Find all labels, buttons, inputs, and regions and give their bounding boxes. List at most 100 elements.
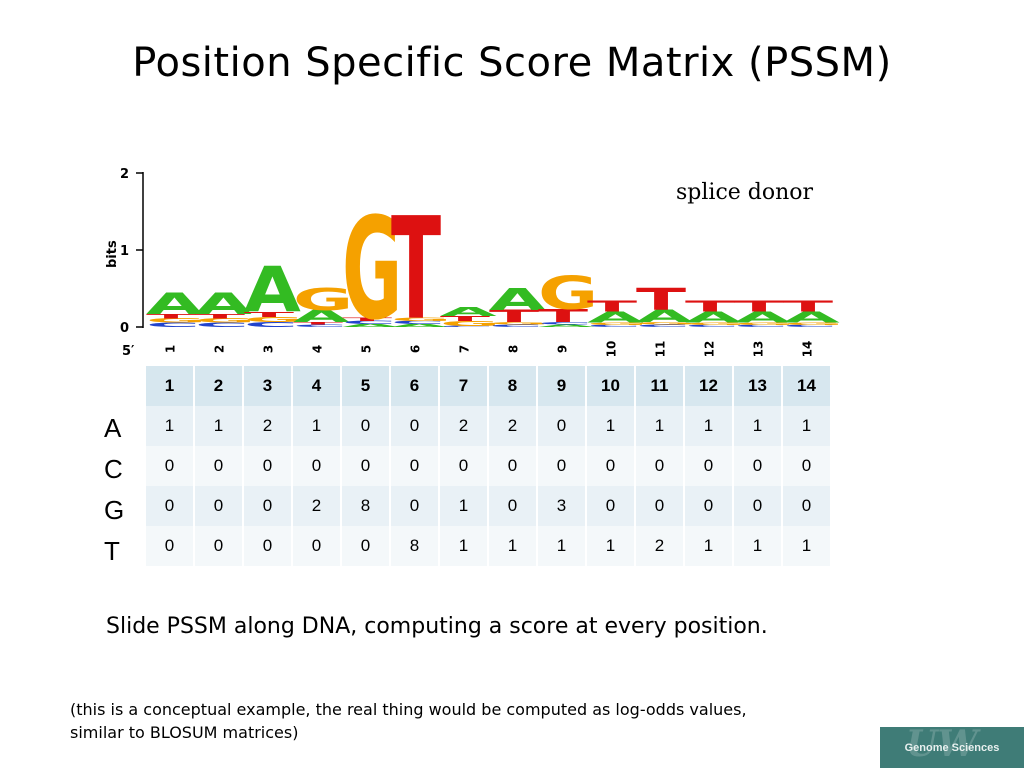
logo-letter-g: G bbox=[391, 317, 451, 322]
column-header: 1 bbox=[146, 366, 193, 406]
table-cell: 2 bbox=[440, 406, 487, 446]
table-cell: 3 bbox=[538, 486, 585, 526]
logo-caption: splice donor bbox=[676, 180, 814, 205]
logo-letter-a: A bbox=[342, 323, 399, 328]
logo-letter-t: T bbox=[783, 297, 833, 315]
logo-letter-c: C bbox=[293, 324, 347, 328]
logo-letter-a: A bbox=[244, 255, 301, 328]
column-header: 4 bbox=[293, 366, 340, 406]
logo-letter-g: G bbox=[244, 316, 304, 324]
logo-letter-c: C bbox=[342, 320, 396, 325]
logo-letter-c: C bbox=[685, 324, 739, 328]
table-cell: 0 bbox=[244, 446, 291, 486]
table-cell: 1 bbox=[685, 526, 732, 566]
logo-letter-t: T bbox=[391, 189, 441, 352]
table-cell: 0 bbox=[146, 486, 193, 526]
table-cell: 8 bbox=[342, 486, 389, 526]
footnote: (this is a conceptual example, the real … bbox=[70, 698, 870, 744]
pssm-row-labels: A C G T bbox=[104, 407, 124, 571]
logo-letter-c: C bbox=[538, 321, 592, 325]
logo-axes: 2 1 0 bits 5′ bbox=[105, 167, 144, 359]
logo-letter-g: G bbox=[685, 322, 745, 326]
pssm-row-t: 0 0 0 0 0 8 1 1 1 1 2 1 1 1 bbox=[146, 526, 830, 566]
table-cell: 2 bbox=[489, 406, 536, 446]
column-header: 5 bbox=[342, 366, 389, 406]
table-cell: 1 bbox=[538, 526, 585, 566]
logo-letter-t: T bbox=[734, 297, 784, 315]
logo-letter-g: G bbox=[293, 282, 353, 317]
logo-letter-g: G bbox=[342, 189, 402, 352]
logo-letter-t: T bbox=[440, 315, 491, 323]
row-label-t: T bbox=[104, 536, 120, 566]
logo-letter-a: A bbox=[440, 304, 497, 319]
y-axis-label: bits bbox=[105, 240, 120, 268]
logo-letter-t: T bbox=[244, 311, 295, 319]
logo-letter-g: G bbox=[587, 322, 647, 326]
logo-letter-a: A bbox=[685, 308, 742, 326]
logo-letter-g: G bbox=[146, 317, 206, 324]
logo-letter-t: T bbox=[489, 307, 540, 327]
table-cell: 2 bbox=[244, 406, 291, 446]
table-cell: 2 bbox=[636, 526, 683, 566]
logo-letter-a: A bbox=[538, 324, 595, 328]
table-cell: 1 bbox=[685, 406, 732, 446]
column-header: 9 bbox=[538, 366, 585, 406]
table-cell: 0 bbox=[342, 526, 389, 566]
logo-position-tick: 2 bbox=[213, 345, 227, 353]
table-cell: 8 bbox=[391, 526, 438, 566]
table-cell: 1 bbox=[146, 406, 193, 446]
row-label-a: A bbox=[104, 413, 122, 443]
column-header: 6 bbox=[391, 366, 438, 406]
table-cell: 0 bbox=[391, 406, 438, 446]
table-cell: 0 bbox=[587, 486, 634, 526]
slide-title: Position Specific Score Matrix (PSSM) bbox=[132, 40, 892, 86]
logo-letter-g: G bbox=[489, 322, 549, 326]
table-cell: 2 bbox=[293, 486, 340, 526]
pssm-row-g: 0 0 0 2 8 0 1 0 3 0 0 0 0 0 bbox=[146, 486, 830, 526]
logo-letter-t: T bbox=[195, 313, 246, 320]
table-cell: 1 bbox=[587, 406, 634, 446]
table-cell: 1 bbox=[195, 406, 242, 446]
row-label-g: G bbox=[104, 495, 125, 525]
logo-letter-c: C bbox=[195, 322, 249, 329]
table-cell: 1 bbox=[587, 526, 634, 566]
logo-letter-a: A bbox=[587, 308, 644, 326]
logo-position-tick: 8 bbox=[507, 345, 521, 353]
table-cell: 0 bbox=[783, 486, 830, 526]
pssm-table: 1 2 3 4 5 6 7 8 9 10 11 12 13 14 1 1 2 1… bbox=[144, 366, 832, 566]
logo-position-tick: 14 bbox=[801, 341, 815, 358]
logo-letter-t: T bbox=[636, 282, 686, 317]
table-cell: 0 bbox=[146, 446, 193, 486]
y-tick-2: 2 bbox=[120, 167, 129, 182]
logo-letter-t: T bbox=[293, 322, 344, 326]
table-cell: 0 bbox=[244, 486, 291, 526]
logo-letter-g: G bbox=[734, 322, 794, 326]
logo-letter-a: A bbox=[734, 308, 791, 326]
logo-position-tick: 11 bbox=[654, 341, 668, 358]
column-header: 2 bbox=[195, 366, 242, 406]
column-header: 13 bbox=[734, 366, 781, 406]
logo-letter-a: A bbox=[146, 287, 204, 322]
table-cell: 0 bbox=[587, 446, 634, 486]
table-cell: 1 bbox=[783, 526, 830, 566]
table-cell: 0 bbox=[636, 446, 683, 486]
logo-x-ticks: 1 2 3 4 5 6 7 8 9 10 11 12 13 14 bbox=[164, 341, 815, 358]
table-cell: 0 bbox=[538, 446, 585, 486]
logo-letter-stacks: CGTACGTACGTACTAGACTGACGTCGTACGTAACTGCGAT… bbox=[146, 189, 840, 352]
table-cell: 0 bbox=[146, 526, 193, 566]
logo-position-tick: 9 bbox=[556, 345, 570, 353]
logo-letter-g: G bbox=[636, 322, 696, 326]
pssm-row-c: 0 0 0 0 0 0 0 0 0 0 0 0 0 0 bbox=[146, 446, 830, 486]
logo-letter-g: G bbox=[440, 320, 500, 328]
logo-position-tick: 4 bbox=[311, 345, 325, 353]
table-cell: 0 bbox=[489, 486, 536, 526]
logo-position-tick: 1 bbox=[164, 345, 178, 353]
sequence-logo: 2 1 0 bits 5′ CGTACGTACGTACTAGACTGACGTCG… bbox=[105, 167, 840, 359]
logo-letter-c: C bbox=[783, 324, 837, 328]
table-cell: 1 bbox=[734, 406, 781, 446]
logo-position-tick: 13 bbox=[752, 341, 766, 358]
logo-letter-c: C bbox=[146, 322, 200, 329]
five-prime-label: 5′ bbox=[122, 344, 135, 359]
table-cell: 1 bbox=[489, 526, 536, 566]
y-tick-1: 1 bbox=[120, 244, 129, 259]
